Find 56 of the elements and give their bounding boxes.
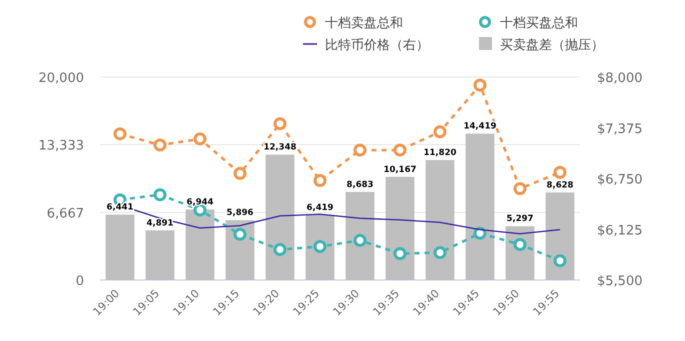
point	[434, 125, 446, 138]
point	[554, 254, 566, 268]
data-label: 8,628	[546, 180, 574, 190]
bar	[106, 214, 134, 280]
bar	[386, 176, 414, 280]
data-label: 14,419	[464, 122, 496, 132]
point	[154, 188, 166, 202]
bar	[186, 210, 214, 280]
y2-tick-label: $6,125	[597, 223, 642, 238]
data-label: 12,348	[264, 142, 296, 153]
point	[394, 144, 406, 157]
legend-label: 十档买盘总和	[500, 16, 578, 31]
bar	[306, 214, 334, 280]
data-label: 6,944	[186, 198, 214, 208]
point	[234, 166, 246, 180]
bar	[146, 230, 174, 280]
bar	[426, 160, 454, 280]
bar	[346, 192, 374, 280]
point	[234, 228, 246, 241]
point	[274, 243, 286, 256]
point	[514, 182, 526, 196]
y-tick-label: 0	[76, 274, 84, 289]
y2-tick-label: $5,500	[597, 274, 642, 289]
bar	[466, 134, 494, 280]
point	[434, 246, 446, 260]
y2-tick-label: $8,000	[597, 71, 642, 86]
data-label: 5,297	[506, 214, 534, 224]
y-tick-label: 13,333	[38, 138, 84, 154]
point	[274, 117, 286, 130]
point	[394, 247, 406, 260]
y-tick-label: 20,000	[38, 71, 84, 86]
point	[194, 132, 206, 146]
data-label: 10,167	[384, 164, 416, 175]
data-label: 4,891	[146, 218, 174, 228]
point	[314, 240, 326, 254]
point	[514, 238, 526, 251]
point	[554, 166, 566, 179]
point	[474, 78, 486, 92]
bar	[266, 154, 294, 280]
point	[354, 144, 366, 157]
legend-label: 比特币价格（右）	[325, 38, 429, 53]
data-label: 11,820	[424, 148, 456, 158]
point	[354, 234, 366, 247]
data-label: 5,896	[226, 208, 254, 218]
legend-label: 十档卖盘总和	[325, 16, 403, 31]
data-label: 8,683	[346, 180, 374, 190]
point	[114, 127, 126, 140]
data-label: 6,419	[306, 202, 334, 213]
point	[314, 174, 326, 188]
legend-label: 买卖盘差（抛压）	[500, 38, 604, 53]
point	[154, 138, 166, 152]
point	[474, 226, 486, 240]
y2-tick-label: $6,750	[597, 172, 642, 188]
y-tick-label: 6,667	[46, 206, 84, 222]
bar	[546, 192, 574, 280]
y2-tick-label: $7,375	[597, 122, 642, 137]
